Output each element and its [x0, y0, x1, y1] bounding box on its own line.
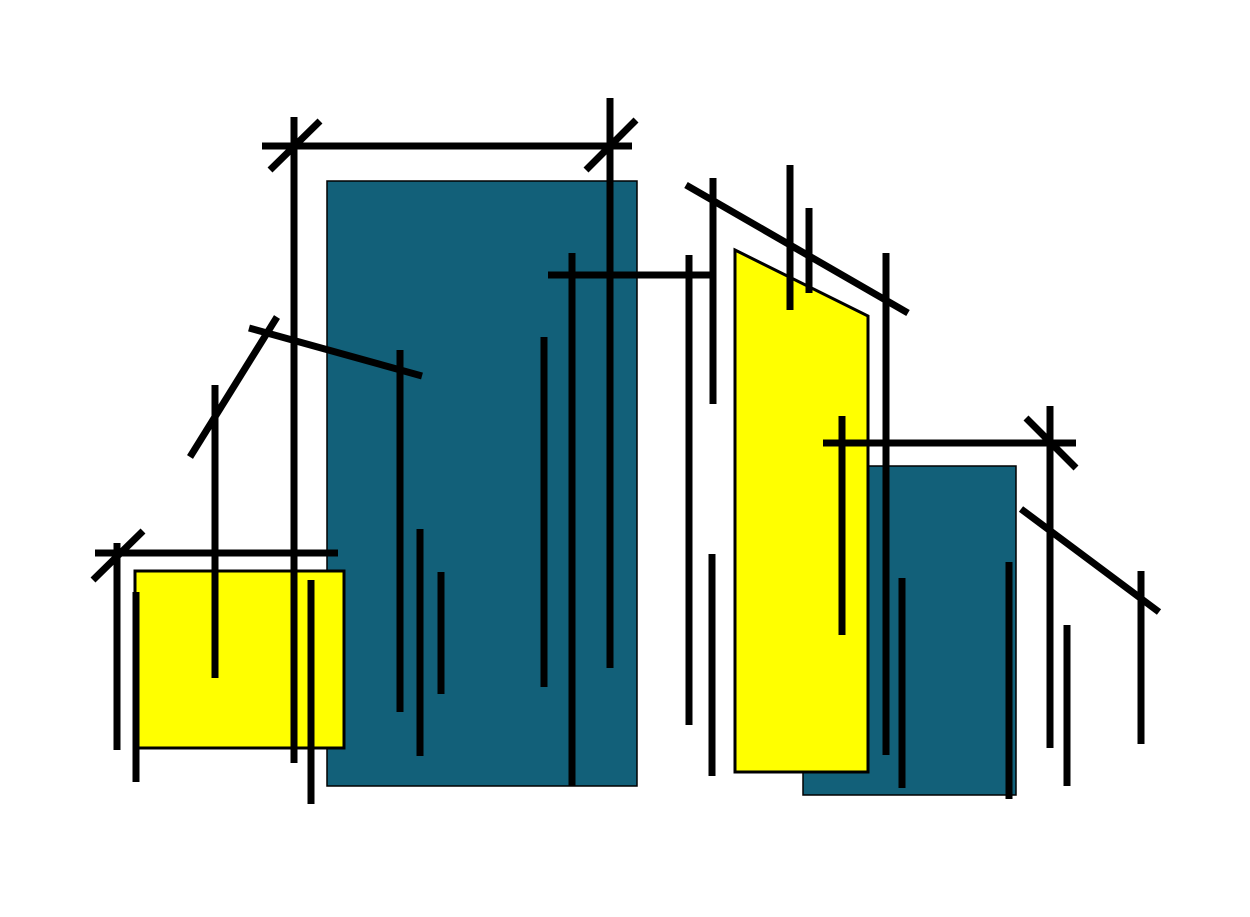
line	[1018, 506, 1162, 615]
scaffold-lines	[90, 98, 1162, 804]
line	[248, 324, 423, 380]
line	[187, 315, 280, 459]
yellow-block-slanted	[733, 247, 870, 774]
line	[583, 117, 639, 173]
teal-block-tall	[326, 180, 638, 787]
line	[684, 181, 910, 317]
